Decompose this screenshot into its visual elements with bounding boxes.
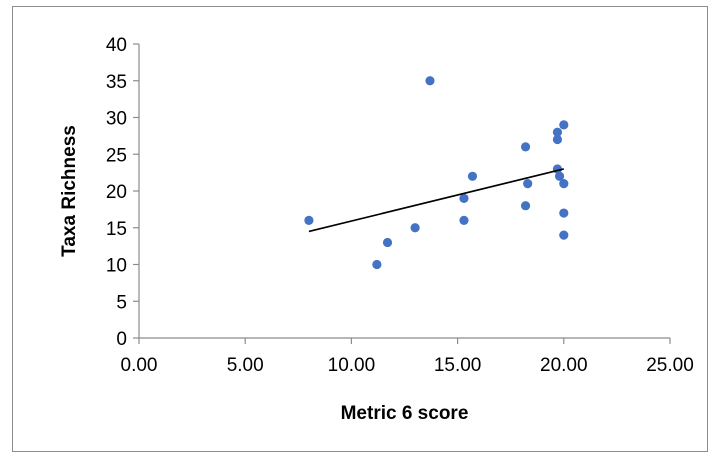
y-tick-label: 15 [106,219,127,240]
x-tick-label: 20.00 [540,355,588,376]
axes [133,43,671,344]
y-axis-title: Taxa Richness [59,125,80,257]
data-point [552,127,563,137]
data-point [559,120,569,130]
data-point [372,259,382,270]
data-point [559,230,569,240]
y-tick-label: 0 [116,329,127,350]
y-tick-label: 10 [106,256,127,277]
y-tick-label: 40 [106,35,127,56]
data-point [554,171,565,181]
x-tick-label: 15.00 [434,355,482,376]
data-point [304,215,314,225]
x-tick-label: 5.00 [227,355,264,376]
data-point [552,134,563,145]
y-tick-label: 5 [116,292,127,313]
y-tick-label: 20 [106,182,127,203]
data-point [410,223,420,233]
data-point [425,76,435,86]
tick-labels: 0 5 10 15 20 25 30 35 40 0.00 5.00 10.00 15.00 20.00 2… [106,35,694,376]
scatter-chart: 0 5 10 15 20 25 30 35 40 0.00 5.00 10.00 15.00 20.00 2… [59,35,694,424]
data-point [459,215,469,225]
y-tick-label: 25 [106,145,127,166]
data-point [520,142,531,152]
y-tick-label: 30 [106,109,127,130]
x-tick-label: 25.00 [646,355,694,376]
y-tick-label: 35 [106,72,127,93]
data-point [559,179,569,189]
data-point [520,201,531,211]
trendline-layer [308,168,564,233]
data-point [459,193,469,203]
data-points [304,76,569,270]
x-axis-title: Metric 6 score [341,403,469,424]
trendline [308,168,564,233]
chart-frame: 0 5 10 15 20 25 30 35 40 0.00 5.00 10.00 15.00 20.00 2… [12,6,708,452]
x-tick-label: 10.00 [328,355,376,376]
x-tick-label: 0.00 [121,355,158,376]
data-point [523,179,533,189]
data-point [467,171,478,181]
data-point [382,237,393,248]
data-point [559,208,569,218]
